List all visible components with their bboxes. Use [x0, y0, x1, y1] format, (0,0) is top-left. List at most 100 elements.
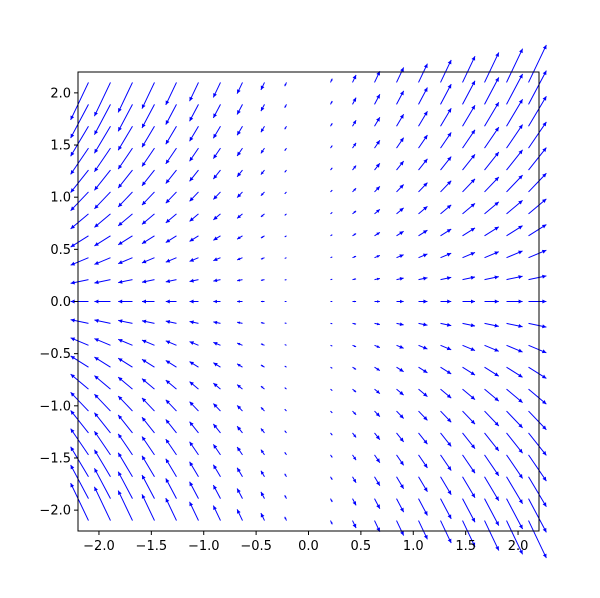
arrow-head [446, 204, 452, 209]
arrow-head [542, 198, 547, 203]
y-axis: −2.0 −1.5 −1.0 −0.5 0.0 0.5 1.0 1.5 2.0 [39, 86, 78, 519]
arrow-head [471, 56, 476, 61]
arrow-head [376, 232, 380, 236]
field-arrow [141, 82, 155, 109]
field-arrow [165, 497, 177, 521]
field-arrow [70, 82, 89, 121]
arrow-head [330, 477, 333, 480]
arrow-head [446, 276, 452, 281]
arrow-head [165, 498, 170, 503]
arrow-head [399, 277, 404, 281]
arrow-head [165, 258, 171, 263]
field-arrow [94, 147, 111, 173]
arrow-head [237, 109, 241, 115]
field-arrow [506, 73, 524, 105]
arrow-head [189, 278, 194, 283]
arrow-head [118, 433, 123, 439]
arrow-head [494, 397, 499, 402]
field-arrow [528, 96, 547, 127]
arrow-head [118, 145, 122, 151]
arrow-head [375, 435, 380, 440]
arrow-head [447, 490, 452, 495]
field-arrow [93, 449, 111, 478]
field-arrow [528, 410, 547, 431]
arrow-head [400, 67, 404, 72]
arrow-head [260, 386, 264, 389]
arrow-head [70, 483, 75, 488]
arrow-head [399, 391, 404, 396]
arrow-head [542, 502, 547, 507]
arrow-head [375, 458, 380, 463]
arrow-head [118, 183, 123, 189]
arrow-head [260, 449, 265, 454]
arrow-head [118, 414, 123, 420]
arrow-head [165, 299, 170, 304]
field-arrow [165, 82, 177, 106]
arrow-head [423, 416, 428, 421]
arrow-head [237, 130, 241, 136]
arrow-head [237, 321, 241, 325]
arrow-head [70, 261, 76, 266]
arrow-head [141, 220, 147, 225]
arrow-head [118, 221, 123, 226]
arrow-head [70, 115, 75, 120]
arrow-head [542, 527, 547, 533]
arrow-head [189, 441, 194, 447]
field-arrow [70, 191, 89, 212]
field-arrow [462, 55, 476, 83]
arrow-head [542, 451, 547, 456]
arrow-head [213, 113, 217, 118]
arrow-head [189, 320, 194, 325]
arrow-head [423, 135, 428, 140]
arrow-head [494, 446, 499, 451]
arrow-head [542, 274, 547, 279]
arrow-head [470, 227, 476, 232]
arrow-head [213, 403, 218, 408]
field-arrow [506, 498, 524, 530]
x-tick-label: −2.0 [83, 539, 115, 554]
arrow-head [330, 78, 333, 82]
arrow-head [165, 320, 171, 324]
arrow-head [141, 319, 147, 324]
arrow-head [70, 169, 75, 175]
arrow-head [330, 455, 333, 458]
arrow-head [518, 275, 523, 279]
arrow-head [141, 494, 146, 499]
field-arrow [528, 44, 547, 83]
arrow-head [94, 412, 99, 418]
arrow-head [470, 347, 476, 351]
arrow-head [470, 178, 476, 184]
arrow-head [399, 414, 404, 419]
arrow-head [494, 347, 499, 352]
arrow-head [189, 341, 195, 345]
arrow-head [447, 84, 452, 89]
field-arrow [70, 147, 89, 175]
arrow-head [284, 170, 287, 173]
arrow-head [237, 89, 241, 94]
arrow-head [118, 396, 123, 401]
field-arrow [70, 391, 89, 412]
arrow-head [70, 299, 75, 304]
arrow-head [165, 360, 171, 365]
arrow-head [94, 338, 99, 342]
arrow-head [94, 204, 99, 209]
field-arrow [528, 520, 547, 559]
field-arrow [506, 149, 523, 171]
arrow-head [260, 171, 264, 175]
arrow-head [494, 421, 499, 427]
arrow-head [470, 323, 476, 328]
arrow-head [376, 255, 380, 258]
y-tick-label: 1.5 [50, 139, 71, 154]
arrow-head [165, 340, 171, 345]
arrow-head [94, 148, 99, 154]
field-arrow [484, 126, 500, 149]
arrow-head [423, 182, 428, 187]
arrow-head [141, 339, 147, 344]
arrow-head [165, 380, 171, 385]
arrow-head [70, 374, 75, 379]
arrow-head [260, 85, 265, 90]
arrow-head [470, 444, 476, 449]
arrow-head [237, 257, 241, 261]
arrow-head [94, 449, 99, 455]
arrow-head [423, 299, 428, 304]
